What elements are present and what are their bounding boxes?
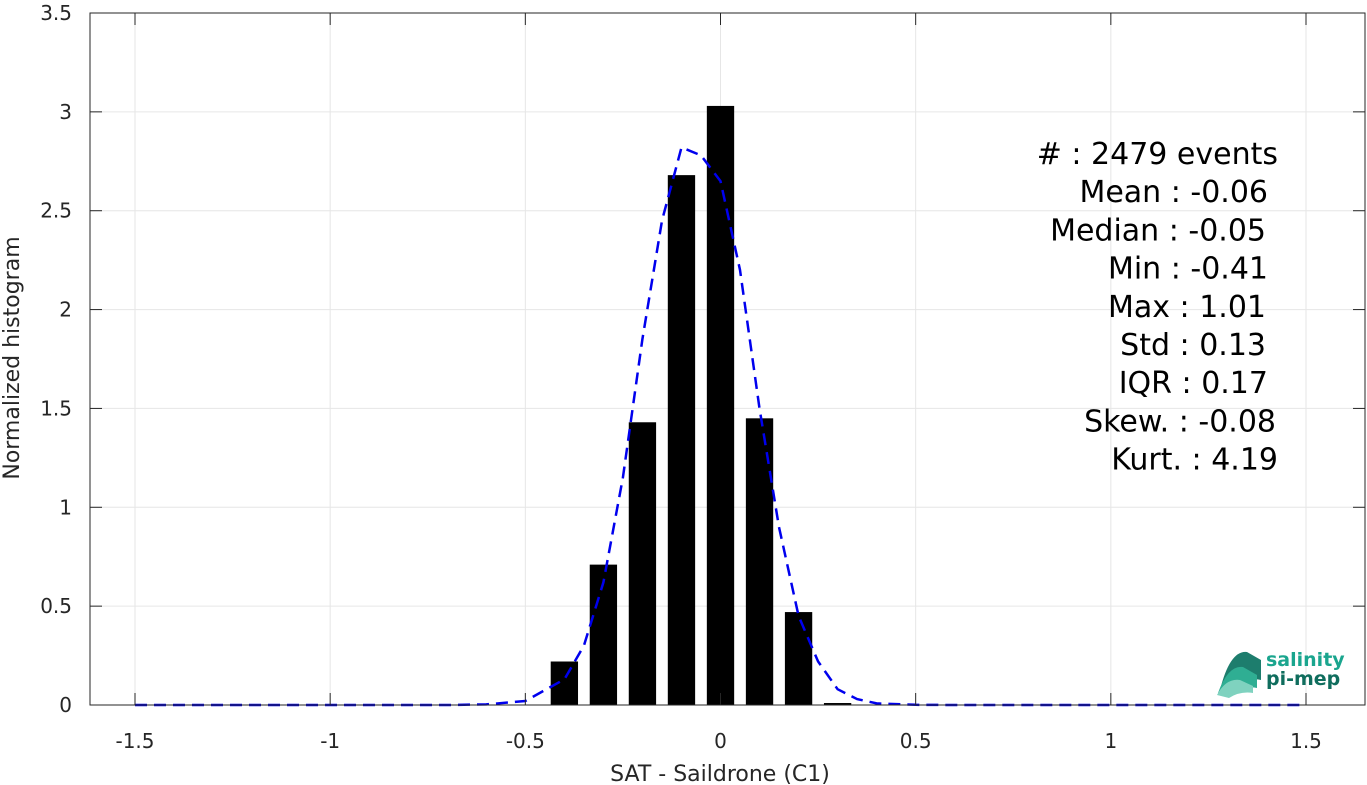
histogram-bar bbox=[784, 612, 813, 705]
x-tick-label: -1.5 bbox=[115, 729, 154, 753]
stat-line: Median : -0.05 bbox=[1050, 213, 1266, 248]
x-tick-label: -1 bbox=[320, 729, 340, 753]
salinity-pi-mep-logo: salinity pi-mep bbox=[1217, 649, 1345, 698]
x-tick-label: 1 bbox=[1104, 729, 1117, 753]
histogram-bar bbox=[823, 703, 852, 705]
y-tick-label: 0.5 bbox=[40, 594, 72, 618]
stat-line: Mean : -0.06 bbox=[1079, 175, 1268, 210]
x-axis-label: SAT - Saildrone (C1) bbox=[610, 762, 830, 785]
stat-line: Max : 1.01 bbox=[1108, 290, 1266, 325]
histogram-bar bbox=[745, 418, 774, 705]
axes-box bbox=[89, 12, 1366, 706]
y-tick-label: 1 bbox=[59, 495, 72, 519]
stat-line: Skew. : -0.08 bbox=[1084, 404, 1276, 439]
x-tick-labels: -1.5 -1 -0.5 0 0.5 1 1.5 bbox=[115, 729, 1321, 753]
wave-logo-icon bbox=[1217, 651, 1261, 698]
y-axis-label: Normalized histogram bbox=[0, 236, 25, 479]
y-tick-label: 2.5 bbox=[40, 199, 72, 223]
logo-text-line2: pi-mep bbox=[1266, 668, 1340, 690]
y-tick-label: 0 bbox=[59, 693, 72, 717]
stat-line: IQR : 0.17 bbox=[1119, 366, 1268, 401]
stat-line: Kurt. : 4.19 bbox=[1111, 443, 1278, 478]
y-tick-label: 3.5 bbox=[40, 1, 72, 25]
histogram-bar bbox=[589, 564, 618, 705]
plot-frame bbox=[89, 12, 1366, 706]
stat-line: # : 2479 events bbox=[1037, 137, 1278, 172]
x-tick-label: -0.5 bbox=[506, 729, 545, 753]
stat-line: Min : -0.41 bbox=[1108, 252, 1268, 287]
histogram-bar bbox=[628, 422, 657, 705]
logo-text-line1: salinity bbox=[1266, 649, 1345, 671]
stat-line: Std : 0.13 bbox=[1120, 328, 1266, 363]
x-tick-label: 0.5 bbox=[900, 729, 932, 753]
x-tick-label: 0 bbox=[714, 729, 727, 753]
x-tick-label: 1.5 bbox=[1290, 729, 1322, 753]
histogram-bar bbox=[706, 105, 735, 705]
y-tick-labels: 0 0.5 1 1.5 2 2.5 3 3.5 bbox=[40, 1, 72, 717]
histogram-bar bbox=[667, 175, 696, 705]
y-tick-label: 3 bbox=[59, 100, 72, 124]
y-tick-label: 1.5 bbox=[40, 396, 72, 420]
y-tick-label: 2 bbox=[59, 298, 72, 322]
histogram-bars bbox=[550, 105, 852, 705]
